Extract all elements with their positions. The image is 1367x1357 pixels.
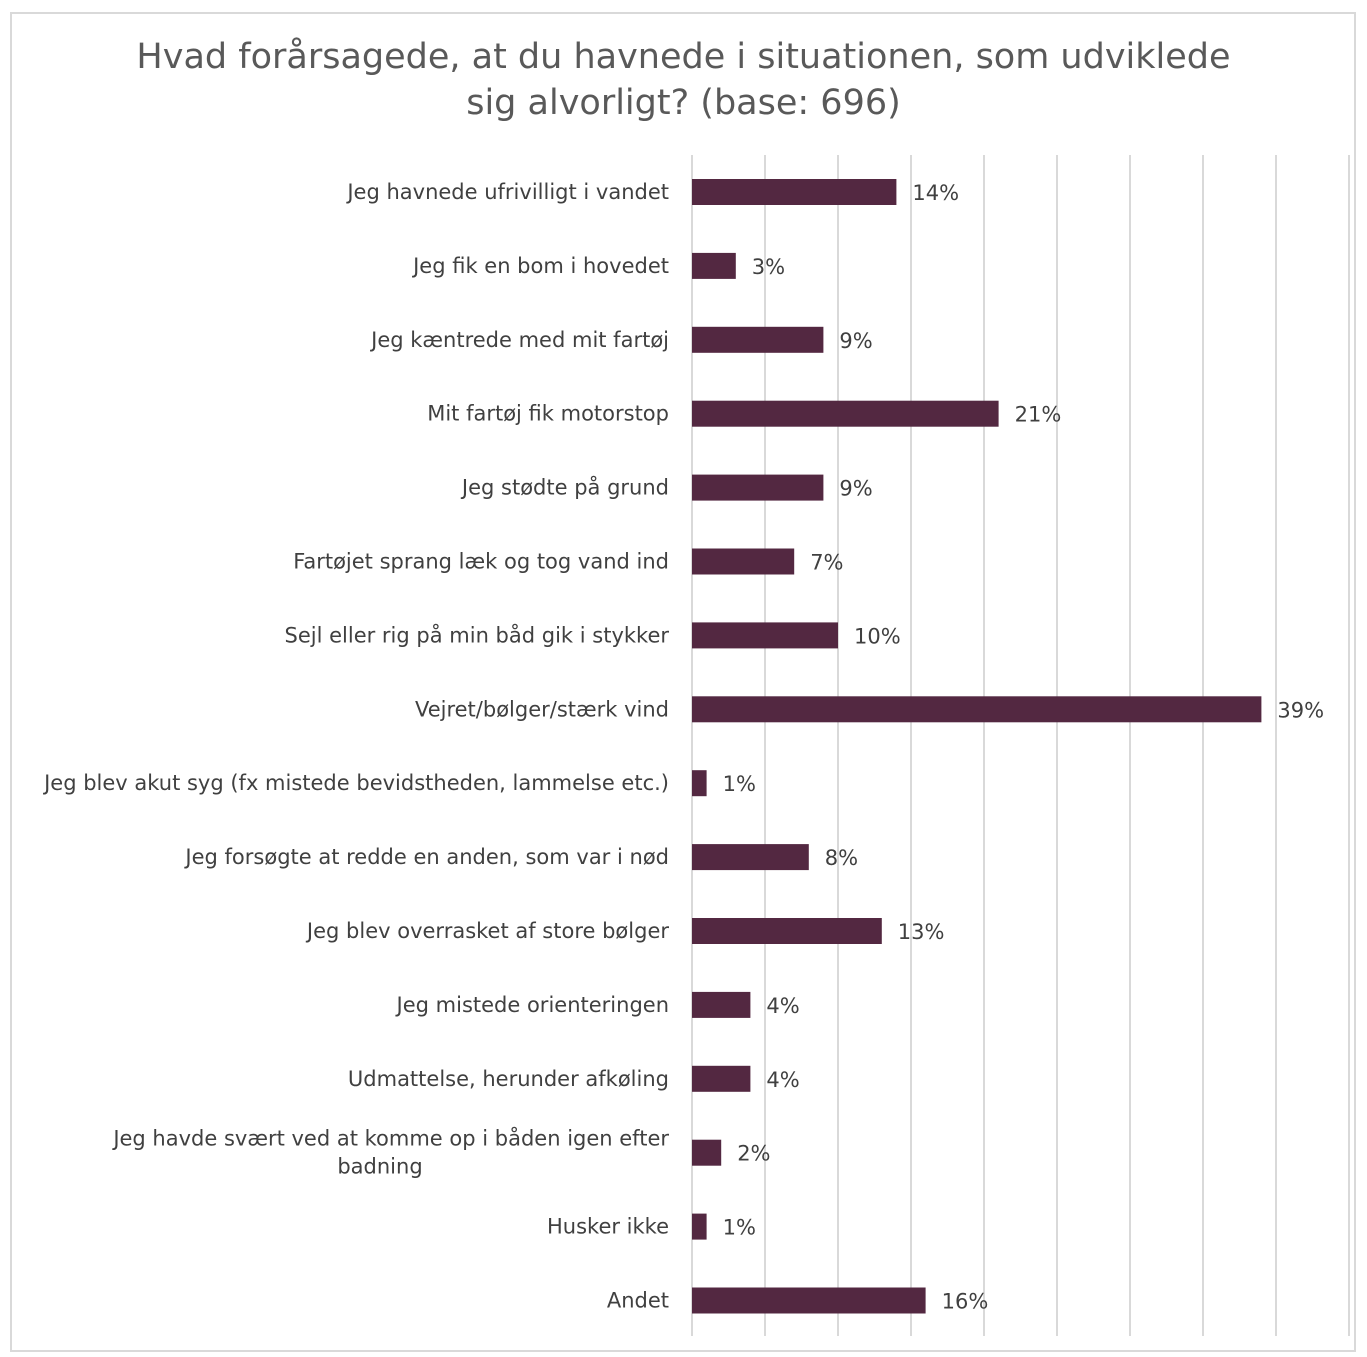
category-label: Jeg blev akut syg (fx mistede bevidsthed…: [42, 771, 669, 795]
category-label: Andet: [607, 1289, 669, 1313]
bar: [692, 252, 736, 279]
bar: [692, 400, 999, 427]
bar: [692, 1213, 707, 1240]
category-label: Jeg blev overrasket af store bølger: [305, 919, 669, 943]
value-label: 9%: [839, 329, 872, 353]
category-label: Jeg kæntrede med mit fartøj: [369, 328, 669, 352]
value-label: 10%: [854, 624, 901, 648]
bar: [692, 1139, 722, 1166]
bar: [692, 1065, 751, 1092]
value-label: 14%: [912, 181, 959, 205]
category-label: Jeg mistede orienteringen: [395, 993, 669, 1017]
bar: [692, 844, 809, 871]
category-label: Jeg havnede ufrivilligt i vandet: [345, 180, 669, 204]
bar: [692, 770, 707, 797]
value-label: 4%: [766, 994, 799, 1018]
value-label: 9%: [839, 477, 872, 501]
value-label: 21%: [1015, 403, 1062, 427]
value-label: 1%: [723, 1216, 756, 1240]
bar: [692, 918, 882, 944]
bar: [692, 474, 824, 501]
value-label: 13%: [898, 920, 945, 944]
bar: [692, 179, 897, 205]
category-label: Vejret/bølger/stærk vind: [415, 697, 669, 721]
bar: [692, 1287, 926, 1314]
value-label: 7%: [810, 551, 843, 575]
value-label: 16%: [942, 1290, 989, 1314]
category-label: Husker ikke: [547, 1215, 669, 1239]
category-label: Jeg fik en bom i hovedet: [411, 254, 669, 278]
chart-title-line-2: sig alvorligt? (base: 696): [466, 83, 901, 123]
category-label: Udmattelse, herunder afkøling: [348, 1067, 669, 1091]
chart-title-line-1: Hvad forårsagede, at du havnede i situat…: [136, 37, 1231, 77]
chart-title: Hvad forårsagede, at du havnede i situat…: [0, 34, 1367, 126]
bar: [692, 548, 795, 575]
category-label: Fartøjet sprang læk og tog vand ind: [293, 550, 669, 574]
chart-frame: [10, 12, 1356, 1352]
value-label: 1%: [723, 772, 756, 796]
category-label: Jeg havde svært ved at komme op i båden …: [111, 1126, 669, 1179]
bar: [692, 991, 751, 1018]
value-label: 39%: [1277, 698, 1324, 722]
value-label: 4%: [766, 1068, 799, 1092]
category-label: Mit fartøj fik motorstop: [427, 402, 669, 426]
bar: [692, 696, 1262, 723]
category-label: Sejl eller rig på min båd gik i stykker: [285, 622, 670, 647]
value-label: 2%: [737, 1142, 770, 1166]
bar: [692, 326, 824, 353]
category-label: Jeg forsøgte at redde en anden, som var …: [183, 845, 669, 869]
value-label: 3%: [752, 255, 785, 279]
value-label: 8%: [825, 846, 858, 870]
bar: [692, 622, 838, 649]
category-label: Jeg stødte på grund: [460, 475, 669, 500]
